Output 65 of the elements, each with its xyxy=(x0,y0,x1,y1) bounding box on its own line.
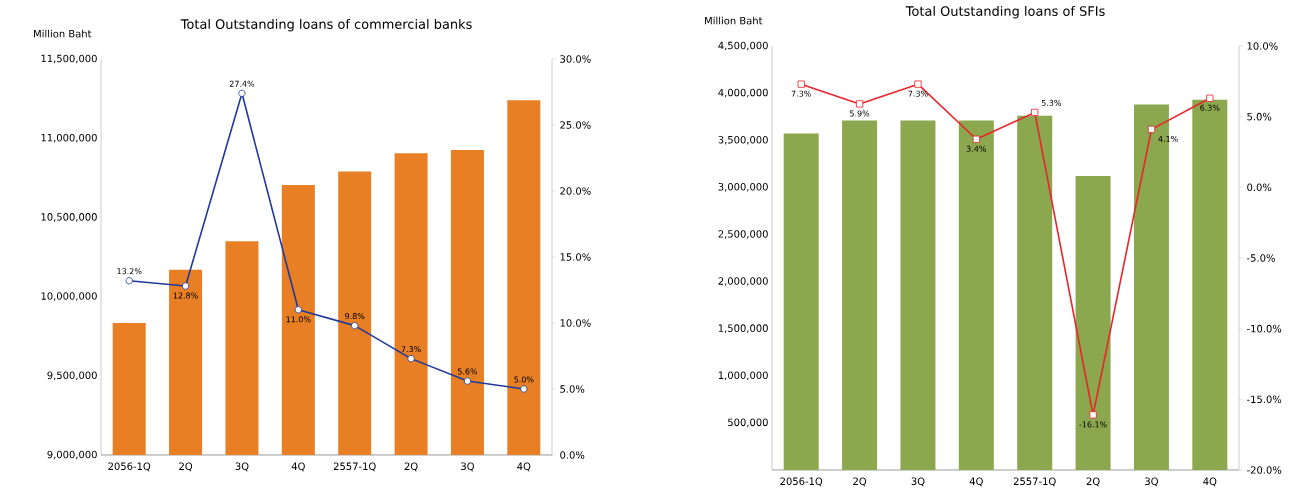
point xyxy=(914,80,922,88)
y-tick-label: 10,500,000 xyxy=(41,213,97,222)
y2-tick-label: 5.0% xyxy=(1247,112,1272,121)
y-tick-label: 10,000,000 xyxy=(41,292,97,301)
y-tick-label: 4,500,000 xyxy=(718,41,768,51)
x-tick-label: 4Q xyxy=(291,462,305,472)
y2-tick-label: 25.0% xyxy=(560,121,591,129)
x-tick-label: 3Q xyxy=(235,462,249,472)
point xyxy=(855,100,864,108)
x-tick-label: 2056-1Q xyxy=(108,462,151,472)
point xyxy=(125,277,133,285)
point xyxy=(181,282,190,290)
y2-tick-label: 15.0% xyxy=(560,253,591,261)
y-tick-label: 11,500,000 xyxy=(41,54,97,64)
y-tick-label: 3,000,000 xyxy=(718,183,768,192)
y2-tick-label: 5.0% xyxy=(560,385,585,393)
y2-tick-label: -5.0% xyxy=(1247,254,1275,262)
x-tick-label: 3Q xyxy=(1145,477,1158,487)
x-tick-label: 2Q xyxy=(404,462,418,472)
x-tick-label: 2056-1Q xyxy=(780,477,823,487)
point xyxy=(463,377,472,385)
x-tick-label: 2Q xyxy=(1086,477,1100,487)
x-tick-label: 4Q xyxy=(517,462,531,472)
y-tick-label: 9,000,000 xyxy=(47,450,97,460)
point xyxy=(1147,125,1156,133)
y-tick-label: 2,000,000 xyxy=(718,277,768,286)
y-tick-label: 9,500,000 xyxy=(47,371,97,381)
x-tick-label: 2Q xyxy=(853,477,867,487)
x-tick-label: 2Q xyxy=(179,462,193,472)
x-tick-label: 4Q xyxy=(969,477,983,487)
y2-tick-label: 10.0% xyxy=(1247,42,1278,50)
y2-tick-label: -20.0% xyxy=(1247,466,1282,474)
y-axis-title: Million Baht xyxy=(705,16,763,25)
y2-tick-label: -15.0% xyxy=(1247,395,1282,404)
x-tick-label: 3Q xyxy=(461,462,474,472)
y-axis-title: Million Baht xyxy=(34,29,92,38)
point xyxy=(407,355,415,363)
y2-tick-label: 0.0% xyxy=(1247,183,1272,192)
x-tick-label: 2557-1Q xyxy=(333,462,376,472)
point xyxy=(1031,108,1039,117)
y-tick-label: 2,500,000 xyxy=(718,230,768,239)
x-tick-label: 4Q xyxy=(1203,477,1217,487)
y-tick-label: 1,000,000 xyxy=(718,371,768,381)
y2-tick-label: 30.0% xyxy=(560,55,591,63)
y-tick-label: 4,000,000 xyxy=(718,88,768,98)
chart-title: Total Outstanding loans of commercial banks xyxy=(180,18,472,32)
y2-tick-label: 10.0% xyxy=(560,319,591,327)
y2-tick-label: 0.0% xyxy=(560,451,585,459)
x-tick-label: 2557-1Q xyxy=(1013,477,1056,487)
point xyxy=(1089,411,1097,419)
point xyxy=(238,89,246,97)
point xyxy=(294,306,302,314)
y-tick-label: 3,500,000 xyxy=(718,135,768,145)
y-tick-label: 1,500,000 xyxy=(718,324,768,333)
point xyxy=(351,322,359,330)
y2-tick-label: 20.0% xyxy=(560,187,591,195)
y-tick-label: 500,000 xyxy=(728,418,768,428)
x-tick-label: 3Q xyxy=(911,477,925,487)
chart-title: Total Outstanding loans of SFIs xyxy=(905,5,1105,19)
point xyxy=(972,135,980,143)
point xyxy=(520,385,528,393)
y2-tick-label: -10.0% xyxy=(1247,324,1282,333)
point xyxy=(797,80,805,88)
y-tick-label: 11,000,000 xyxy=(41,133,97,143)
point xyxy=(1206,94,1214,102)
